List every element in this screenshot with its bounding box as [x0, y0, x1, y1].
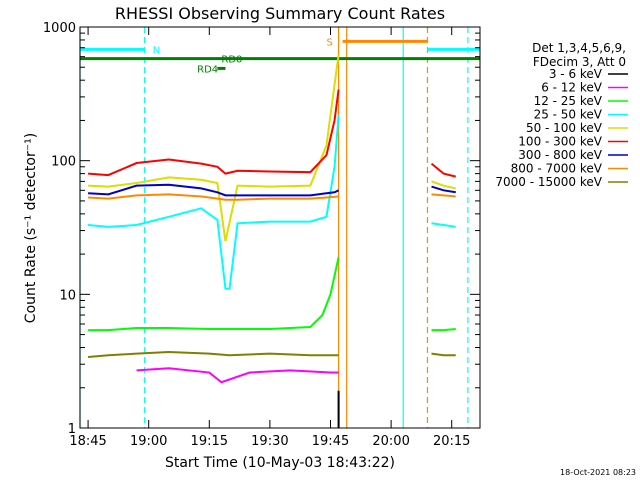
legend-label-5: 100 - 300 keV [518, 135, 602, 149]
flag-label-s: S [326, 37, 332, 48]
x-tick-label-1: 19:00 [130, 434, 167, 449]
flag-label-n: N [153, 45, 160, 56]
y-tick-label-1: 10 [59, 288, 76, 303]
series-line-6 [88, 183, 340, 197]
y-tick-label-3: 1000 [43, 21, 76, 36]
series-lines [87, 54, 456, 428]
x-tick-label-3: 19:30 [251, 434, 288, 449]
x-tick-label-4: 19:45 [312, 434, 349, 449]
legend: Det 1,3,4,5,6,9,FDecim 3, Att 03 - 6 keV… [495, 41, 628, 189]
series-line-4-b [431, 180, 456, 190]
legend-label-2: 12 - 25 keV [534, 94, 603, 108]
series-line-7-b [431, 193, 456, 198]
series-line-8 [87, 351, 339, 358]
series-line-1 [136, 367, 339, 384]
legend-label-8: 7000 - 15000 keV [495, 175, 602, 189]
x-axis-label: Start Time (10-May-03 18:43:22) [165, 455, 395, 471]
series-line-4 [88, 54, 340, 242]
legend-title-1: FDecim 3, Att 0 [533, 55, 626, 69]
plot-frame [79, 26, 481, 429]
series-line-6-b [431, 185, 456, 194]
series-line-3-b [431, 222, 456, 228]
flag-label-rd0: RD0 [221, 55, 242, 66]
y-axis-label: Count Rate (s⁻¹ detector⁻¹) [23, 133, 39, 323]
series-line-7 [88, 193, 339, 201]
x-tick-label-5: 20:00 [372, 434, 409, 449]
flag-label-rd4: RD4 [197, 64, 218, 75]
series-line-3 [87, 114, 340, 290]
axes: 18:45 19:00 19:15 19:30 19:45 20:00 20:15 1 10 10… [43, 21, 481, 449]
legend-label-6: 300 - 800 keV [518, 148, 602, 162]
series-line-5 [88, 89, 340, 177]
vertical-markers [79, 27, 469, 428]
legend-label-4: 50 - 100 keV [526, 121, 603, 135]
legend-label-3: 25 - 50 keV [534, 108, 603, 122]
x-tick-label-0: 18:45 [69, 434, 106, 449]
series-line-8-b [431, 352, 456, 357]
legend-label-7: 800 - 7000 keV [511, 162, 603, 176]
y-tick-label-2: 100 [51, 155, 76, 170]
legend-title-0: Det 1,3,4,5,6,9, [532, 41, 626, 55]
series-line-2-b [431, 328, 456, 332]
timestamp: 18-Oct-2021 08:23 [560, 468, 636, 477]
y-tick-label-0: 1 [68, 422, 76, 437]
legend-label-0: 3 - 6 keV [549, 67, 603, 81]
x-tick-label-2: 19:15 [191, 434, 228, 449]
legend-label-1: 6 - 12 keV [541, 81, 603, 95]
chart-title: RHESSI Observing Summary Count Rates [115, 4, 445, 23]
series-line-5-b [430, 162, 456, 178]
series-line-2 [88, 256, 340, 332]
x-tick-label-6: 20:15 [433, 434, 470, 449]
